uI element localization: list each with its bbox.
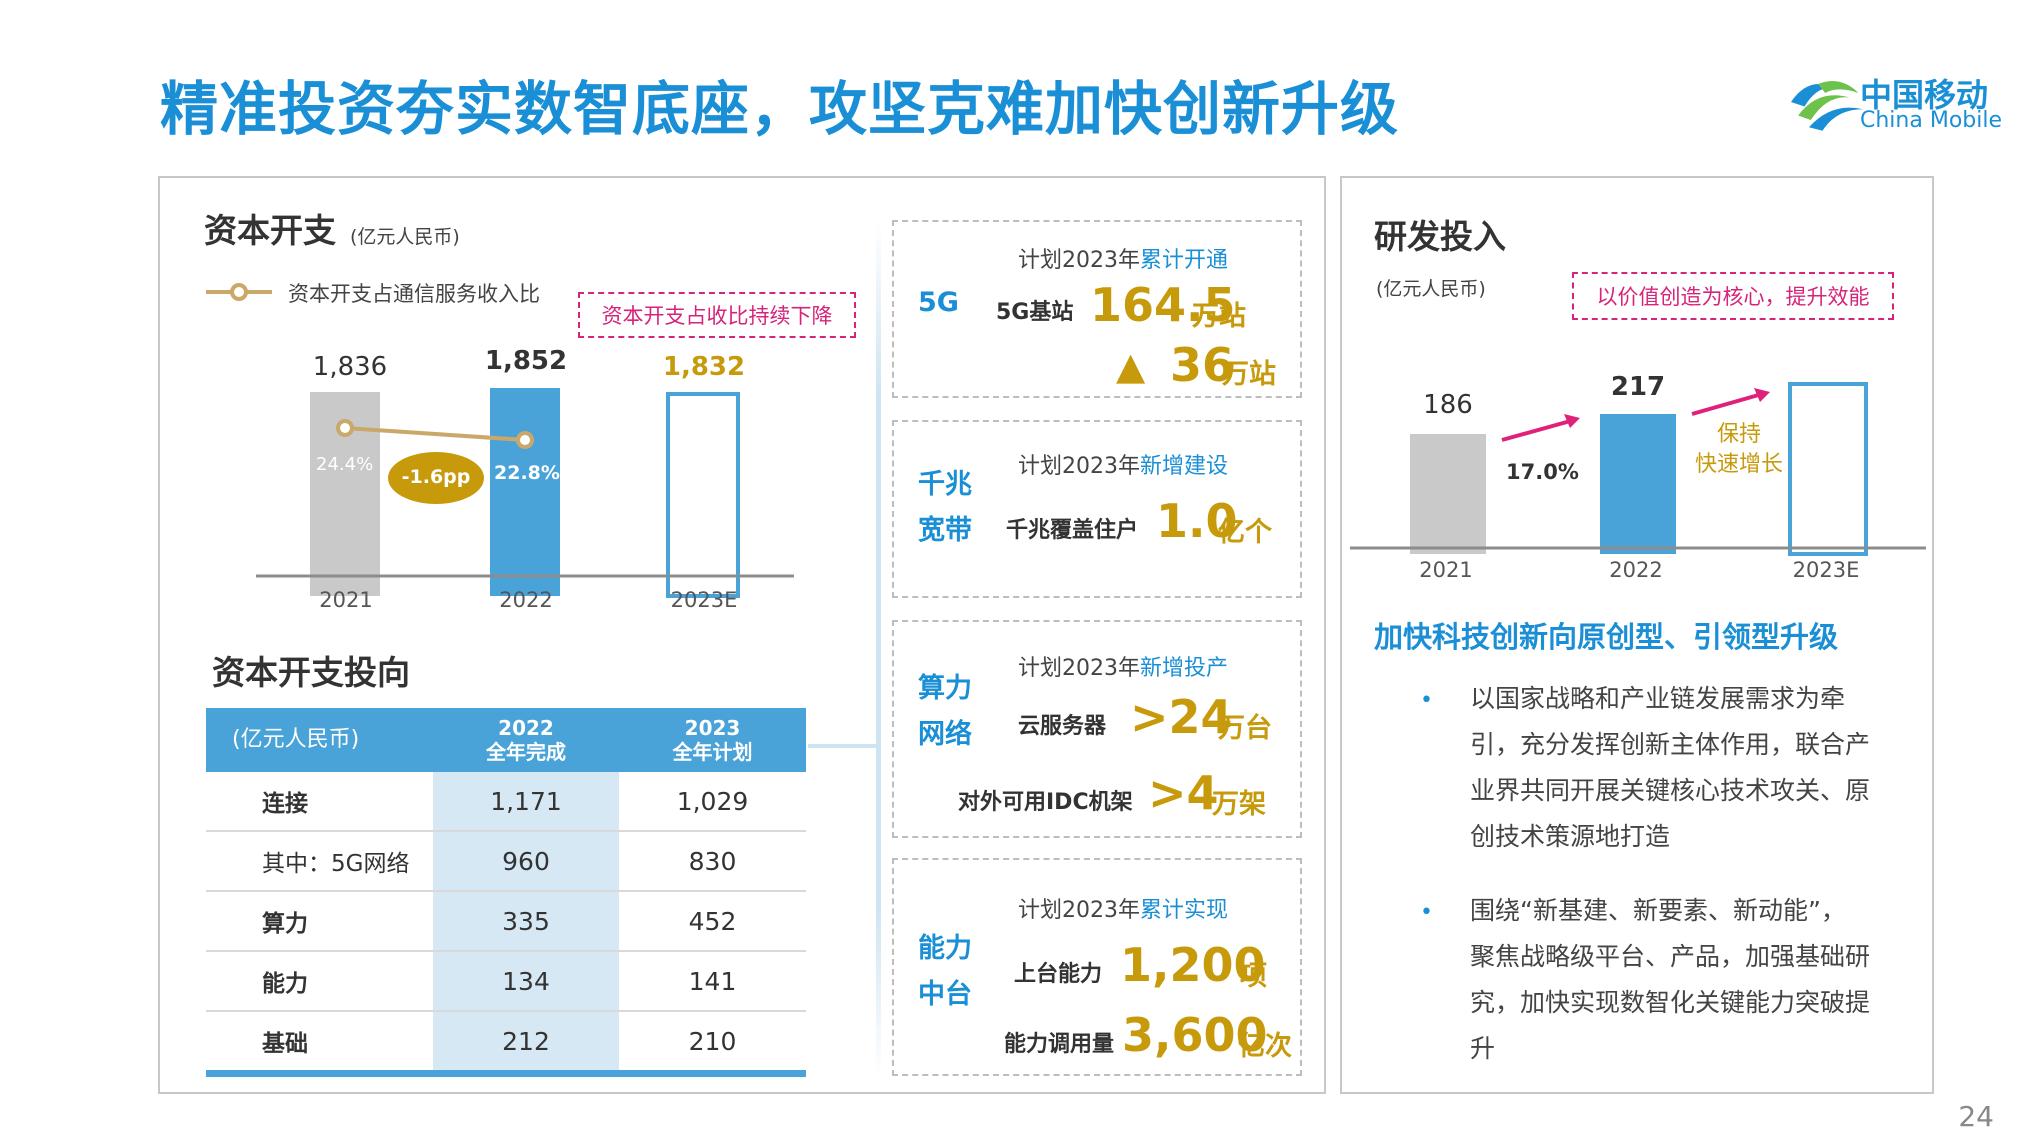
capex-direction-table: (亿元人民币) 2022 全年完成 2023 全年计划 连接 1,171 1,0… xyxy=(206,708,806,1077)
table-header-2023: 2023 全年计划 xyxy=(619,708,806,772)
table-row: 能力 134 141 xyxy=(206,951,806,1012)
ratio-line xyxy=(344,426,526,442)
card-gigabit-item: 千兆覆盖住户 xyxy=(1006,518,1139,543)
card-computing-unit: 万台 xyxy=(1218,713,1272,744)
bar-label-2022: 1,852 xyxy=(484,346,568,376)
table-header-2022: 2022 全年完成 xyxy=(433,708,619,772)
page-title: 精准投资夯实数智底座，攻坚克难加快创新升级 xyxy=(160,75,1400,143)
rd-bullet-2: 围绕“新基建、新要素、新动能”，聚焦战略级平台、产品，加强基础研究，加快实现数智… xyxy=(1470,896,1871,1063)
card-5g-category: 5G xyxy=(918,287,959,318)
card-gigabit-value: 1.0 xyxy=(1156,494,1238,548)
left-panel xyxy=(158,176,1326,1094)
card-5g-unit: 万站 xyxy=(1192,301,1246,332)
legend-line-icon xyxy=(206,283,272,301)
page-number: 24 xyxy=(1958,1100,1994,1133)
card-5g xyxy=(892,220,1302,398)
card-5g-unit2: 万站 xyxy=(1222,359,1276,390)
connector-arrow xyxy=(808,744,880,748)
card-gigabit-unit: 亿个 xyxy=(1218,517,1272,548)
x-tick-2023e: 2023E xyxy=(670,588,738,612)
card-gigabit xyxy=(892,420,1302,598)
table-row: 其中：5G网络 960 830 xyxy=(206,831,806,892)
connector-line xyxy=(876,222,881,1078)
bar-2022 xyxy=(490,388,560,596)
rd-sub-heading: 加快科技创新向原创型、引领型升级 xyxy=(1374,620,1839,654)
card-capability-unit2: 亿次 xyxy=(1238,1031,1292,1062)
table-header-unit: (亿元人民币) xyxy=(206,708,433,772)
ratio-point-2022 xyxy=(516,431,534,449)
card-capability-value2: 3,600 xyxy=(1122,1008,1268,1062)
card-computing-value: >24 xyxy=(1130,690,1233,744)
ratio-point-2021 xyxy=(336,419,354,437)
change-badge xyxy=(388,452,484,504)
ratio-label-2021: 24.4% xyxy=(316,454,374,475)
x-tick-2021: 2021 xyxy=(319,588,373,612)
card-gigabit-plan: 计划2023年新增建设 xyxy=(1018,454,1229,479)
rd-bar-2022 xyxy=(1600,414,1676,554)
bullet-icon: • xyxy=(1420,900,1433,925)
card-computing-value2: >4 xyxy=(1148,766,1219,820)
rd-bullet-1: 以国家战略和产业链发展需求为牵引，充分发挥创新主体作用，联合产业界共同开展关键核… xyxy=(1470,684,1871,851)
bar-label-2023e: 1,832 xyxy=(662,352,746,382)
card-computing-unit2: 万架 xyxy=(1212,789,1266,820)
card-computing-plan: 计划2023年新增投产 xyxy=(1018,656,1229,681)
growth-arrow-icon xyxy=(1501,418,1575,442)
card-5g-value: 164.5 xyxy=(1090,278,1236,332)
card-capability-plan: 计划2023年累计实现 xyxy=(1018,898,1229,923)
china-mobile-logo-icon xyxy=(1791,81,1863,131)
rd-callout: 以价值创造为核心，提升效能 xyxy=(1572,272,1894,320)
table-row: 连接 1,171 1,029 xyxy=(206,772,806,832)
rd-bar-label-2021: 186 xyxy=(1423,390,1473,420)
card-capability-unit: 项 xyxy=(1240,961,1267,992)
rd-growth-label: 17.0% xyxy=(1506,460,1579,484)
card-capability-value: 1,200 xyxy=(1120,938,1266,992)
forecast-arrow-icon xyxy=(1691,392,1763,416)
table-row: 算力 335 452 xyxy=(206,891,806,952)
rd-chart xyxy=(1350,382,1926,556)
right-panel xyxy=(1340,176,1934,1094)
capex-heading: 资本开支 xyxy=(204,211,336,250)
rd-bar-label-2022: 217 xyxy=(1610,372,1666,402)
rd-unit: (亿元人民币) xyxy=(1376,278,1486,300)
card-capability xyxy=(892,858,1302,1076)
rd-x-tick-2021: 2021 xyxy=(1419,558,1473,582)
card-capability-item: 上台能力 xyxy=(1014,962,1103,987)
bar-2023e xyxy=(666,392,740,598)
rd-x-tick-2022: 2022 xyxy=(1609,558,1663,582)
rd-forecast-label: 保持 快速增长 xyxy=(1694,422,1783,477)
x-tick-2022: 2022 xyxy=(499,588,553,612)
legend-label: 资本开支占通信服务收入比 xyxy=(288,282,540,306)
rd-bar-2023e xyxy=(1788,382,1868,556)
bar-label-2021: 1,836 xyxy=(312,352,388,382)
logo-text-en: China Mobile xyxy=(1860,108,2003,133)
capex-callout: 资本开支占收比持续下降 xyxy=(578,292,856,338)
card-gigabit-category: 千兆 宽带 xyxy=(918,469,972,546)
logo-text-cn: 中国移动 xyxy=(1860,76,1989,114)
rd-bar-2021 xyxy=(1410,434,1486,554)
rd-x-tick-2023e: 2023E xyxy=(1792,558,1860,582)
card-5g-item: 5G基站 xyxy=(996,300,1074,325)
rd-heading: 研发投入 xyxy=(1374,217,1506,256)
ratio-label-2022: 22.8% xyxy=(494,462,560,484)
up-triangle-icon: ▲ xyxy=(1116,344,1146,388)
card-capability-category: 能力 中台 xyxy=(918,933,972,1010)
card-capability-item2: 能力调用量 xyxy=(1004,1032,1115,1057)
card-computing-item2: 对外可用IDC机架 xyxy=(958,790,1133,815)
card-5g-value2: 36 xyxy=(1170,338,1235,392)
capex-unit: (亿元人民币) xyxy=(350,226,460,248)
card-computing-item: 云服务器 xyxy=(1018,714,1107,739)
capex-chart xyxy=(256,388,794,598)
card-computing xyxy=(892,620,1302,838)
bullet-icon: • xyxy=(1420,688,1433,713)
card-computing-category: 算力 网络 xyxy=(918,673,972,750)
card-5g-plan: 计划2023年累计开通 xyxy=(1018,248,1229,273)
direction-heading: 资本开支投向 xyxy=(212,653,410,692)
change-label: -1.6pp xyxy=(401,466,471,488)
table-row: 基础 212 210 xyxy=(206,1011,806,1077)
